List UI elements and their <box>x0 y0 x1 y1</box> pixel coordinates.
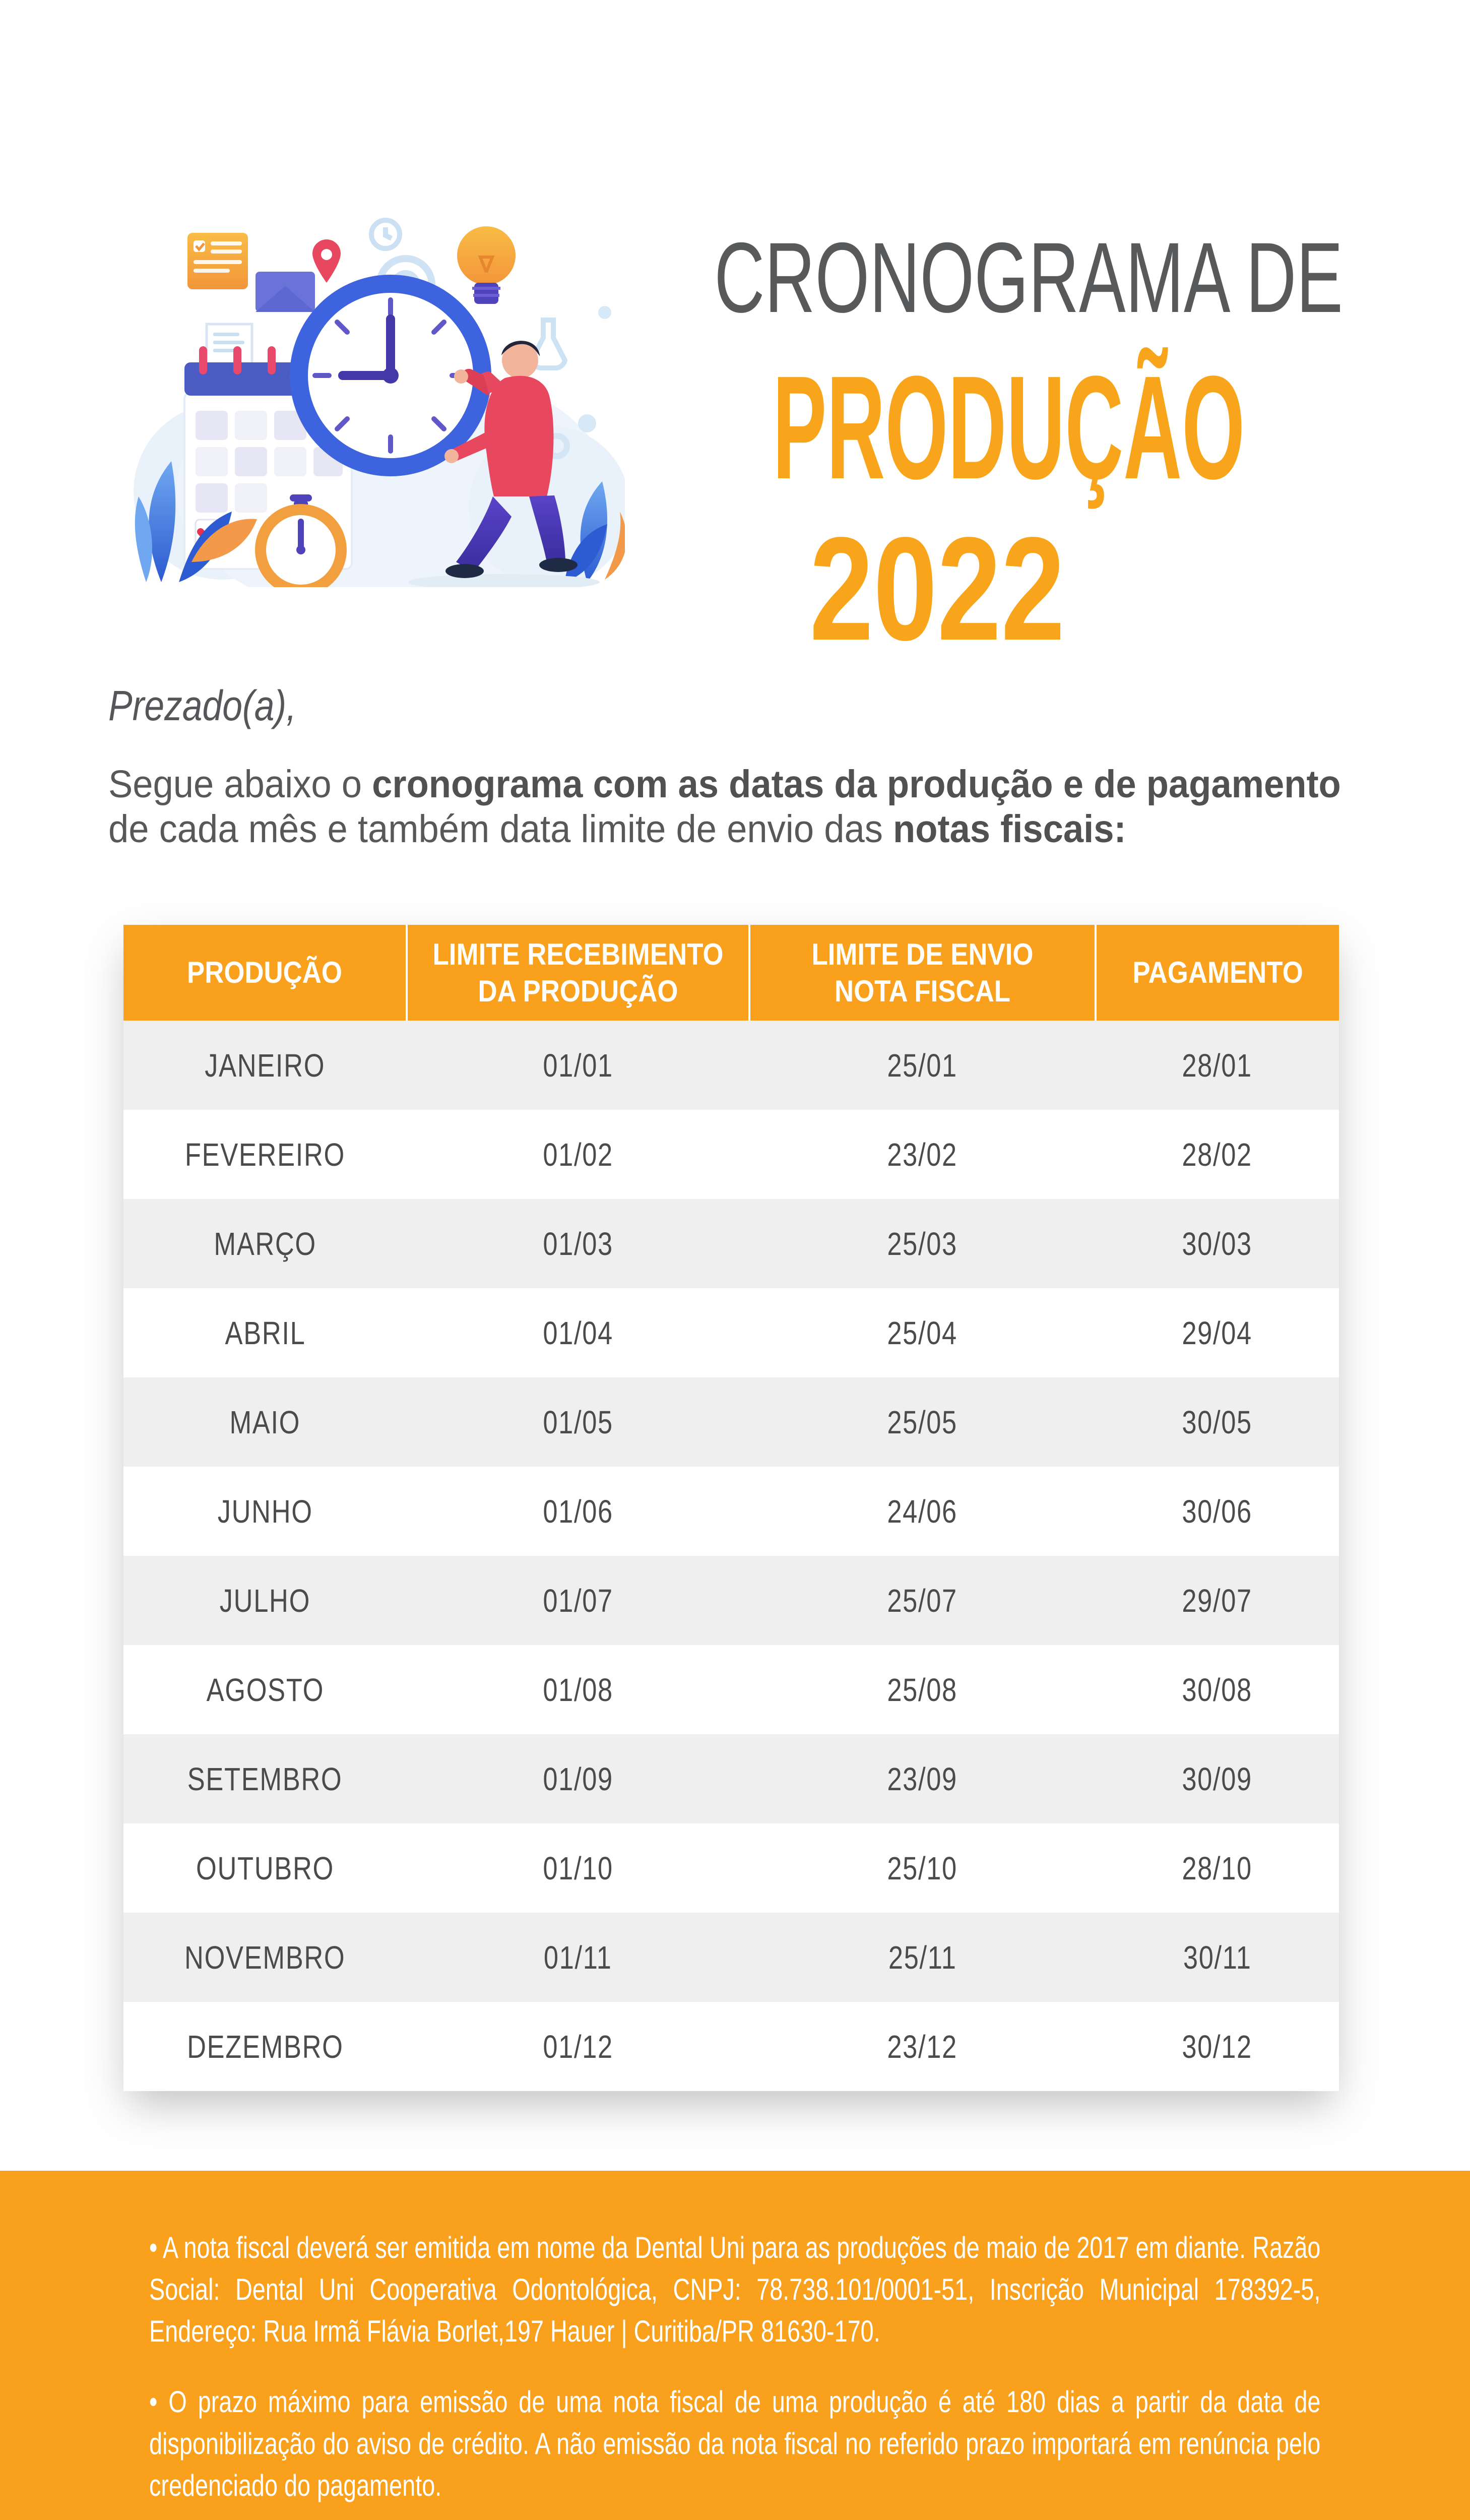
date-cell: 01/04 <box>407 1288 749 1377</box>
person-figure <box>408 341 600 587</box>
date-cell: 28/10 <box>1096 1823 1339 1913</box>
table-header: PRODUÇÃO LIMITE RECEBIMENTO DA PRODUÇÃO L… <box>123 925 1339 1021</box>
date-cell: 01/07 <box>407 1556 749 1645</box>
column-header-producao: PRODUÇÃO <box>123 925 407 1021</box>
table-row: MAIO 01/05 25/05 30/05 <box>123 1377 1339 1467</box>
date-cell: 30/06 <box>1096 1467 1339 1556</box>
month-cell: ABRIL <box>123 1288 407 1377</box>
note-nota-fiscal-emissao: • A nota fiscal deverá ser emitida em no… <box>149 2231 1321 2348</box>
date-cell: 01/05 <box>407 1377 749 1467</box>
date-cell: 25/08 <box>749 1645 1096 1734</box>
table-row: DEZEMBRO 01/12 23/12 30/12 <box>123 2002 1339 2091</box>
table-row: ABRIL 01/04 25/04 29/04 <box>123 1288 1339 1377</box>
month-cell: JUNHO <box>123 1467 407 1556</box>
date-cell: 01/08 <box>407 1645 749 1734</box>
date-cell: 30/09 <box>1096 1734 1339 1823</box>
month-cell: DEZEMBRO <box>123 2002 407 2091</box>
month-cell: JANEIRO <box>123 1021 407 1110</box>
date-cell: 25/07 <box>749 1556 1096 1645</box>
date-cell: 30/03 <box>1096 1199 1339 1288</box>
date-cell: 28/02 <box>1096 1110 1339 1199</box>
date-cell: 25/10 <box>749 1823 1096 1913</box>
table-row: NOVEMBRO 01/11 25/11 30/11 <box>123 1913 1339 2002</box>
date-cell: 30/12 <box>1096 2002 1339 2091</box>
intro-line1-bold: cronograma com as datas da produção e de… <box>372 763 1341 806</box>
table-row: OUTUBRO 01/10 25/10 28/10 <box>123 1823 1339 1913</box>
date-cell: 01/03 <box>407 1199 749 1288</box>
leaves-decoration <box>135 461 625 582</box>
header-illustration <box>134 218 625 587</box>
month-cell: AGOSTO <box>123 1645 407 1734</box>
title-line1: CRONOGRAMA DE <box>714 222 1343 333</box>
table-row: JANEIRO 01/01 25/01 28/01 <box>123 1021 1339 1110</box>
date-cell: 01/02 <box>407 1110 749 1199</box>
stopwatch-icon <box>255 494 347 587</box>
table-row: FEVEREIRO 01/02 23/02 28/02 <box>123 1110 1339 1199</box>
date-cell: 23/12 <box>749 2002 1096 2091</box>
table-row: JULHO 01/07 25/07 29/07 <box>123 1556 1339 1645</box>
date-cell: 30/11 <box>1096 1913 1339 2002</box>
date-cell: 25/03 <box>749 1199 1096 1288</box>
date-cell: 28/01 <box>1096 1021 1339 1110</box>
date-cell: 01/11 <box>407 1913 749 2002</box>
month-cell: FEVEREIRO <box>123 1110 407 1199</box>
notes-section: • A nota fiscal deverá ser emitida em no… <box>0 2171 1470 2520</box>
greeting: Prezado(a), <box>108 682 297 729</box>
table-row: AGOSTO 01/08 25/08 30/08 <box>123 1645 1339 1734</box>
date-cell: 01/06 <box>407 1467 749 1556</box>
date-cell: 29/07 <box>1096 1556 1339 1645</box>
date-cell: 01/10 <box>407 1823 749 1913</box>
table-row: SETEMBRO 01/09 23/09 30/09 <box>123 1734 1339 1823</box>
date-cell: 29/04 <box>1096 1288 1339 1377</box>
date-cell: 25/01 <box>749 1021 1096 1110</box>
intro-line2-regular: de cada mês e também data limite de envi… <box>108 807 893 851</box>
intro-line1-regular: Segue abaixo o <box>108 763 372 806</box>
column-header-pagamento: PAGAMENTO <box>1095 925 1339 1021</box>
date-cell: 01/01 <box>407 1021 749 1110</box>
month-cell: MARÇO <box>123 1199 407 1288</box>
column-header-limite-envio: LIMITE DE ENVIO NOTA FISCAL <box>748 925 1096 1021</box>
intro-line2-bold: notas fiscais: <box>893 807 1126 851</box>
intro-paragraph: Segue abaixo o cronograma com as datas d… <box>108 762 1359 852</box>
note-prazo-maximo: • O prazo máximo para emissão de uma not… <box>149 2385 1321 2502</box>
column-header-limite-recebimento: LIMITE RECEBIMENTO DA PRODUÇÃO <box>406 925 749 1021</box>
note-card-icon <box>187 233 248 289</box>
date-cell: 23/02 <box>749 1110 1096 1199</box>
envelope-icon <box>255 272 315 312</box>
date-cell: 25/04 <box>749 1288 1096 1377</box>
title-line3: 2022 <box>809 507 1065 671</box>
date-cell: 30/05 <box>1096 1377 1339 1467</box>
page-title: CRONOGRAMA DE PRODUÇÃO 2022 <box>580 228 1343 671</box>
month-cell: JULHO <box>123 1556 407 1645</box>
title-line2: PRODUÇÃO <box>773 345 1245 510</box>
location-pin-icon <box>312 239 341 283</box>
month-cell: SETEMBRO <box>123 1734 407 1823</box>
production-schedule-table: PRODUÇÃO LIMITE RECEBIMENTO DA PRODUÇÃO L… <box>123 925 1339 2091</box>
date-cell: 25/11 <box>749 1913 1096 2002</box>
month-cell: NOVEMBRO <box>123 1913 407 2002</box>
date-cell: 23/09 <box>749 1734 1096 1823</box>
date-cell: 01/09 <box>407 1734 749 1823</box>
date-cell: 30/08 <box>1096 1645 1339 1734</box>
date-cell: 01/12 <box>407 2002 749 2091</box>
month-cell: MAIO <box>123 1377 407 1467</box>
lightbulb-icon <box>457 226 516 304</box>
small-clock-icon <box>369 218 402 251</box>
date-cell: 25/05 <box>749 1377 1096 1467</box>
table-row: MARÇO 01/03 25/03 30/03 <box>123 1199 1339 1288</box>
date-cell: 24/06 <box>749 1467 1096 1556</box>
month-cell: OUTUBRO <box>123 1823 407 1913</box>
table-row: JUNHO 01/06 24/06 30/06 <box>123 1467 1339 1556</box>
